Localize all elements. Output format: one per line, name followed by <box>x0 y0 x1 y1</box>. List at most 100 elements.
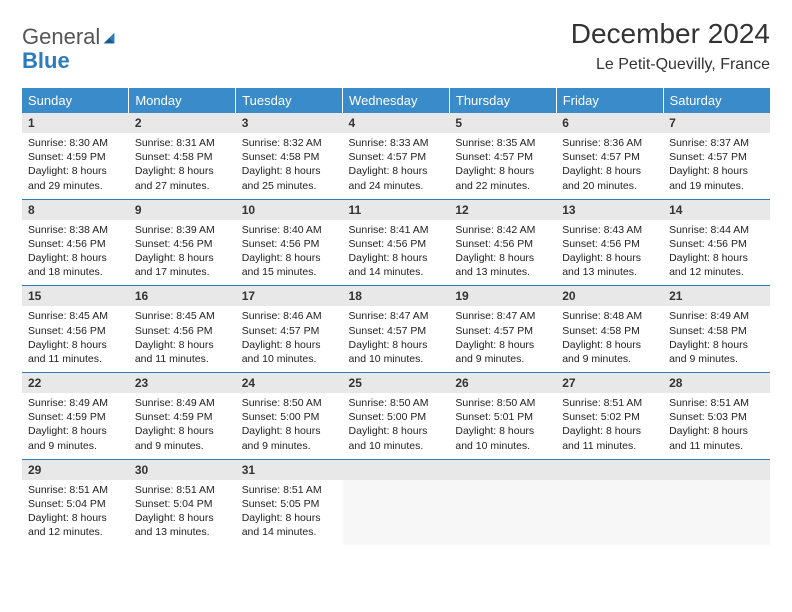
day-details: Sunrise: 8:36 AMSunset: 4:57 PMDaylight:… <box>556 133 663 199</box>
sunset-text: Sunset: 4:57 PM <box>349 324 444 338</box>
daylight-text: Daylight: 8 hours and 9 minutes. <box>28 424 123 452</box>
day-details: Sunrise: 8:44 AMSunset: 4:56 PMDaylight:… <box>663 220 770 286</box>
calendar-day-cell: 28Sunrise: 8:51 AMSunset: 5:03 PMDayligh… <box>663 373 770 460</box>
calendar-day-cell: 7Sunrise: 8:37 AMSunset: 4:57 PMDaylight… <box>663 113 770 199</box>
logo-sail-icon <box>101 26 119 52</box>
sunrise-text: Sunrise: 8:30 AM <box>28 136 123 150</box>
daylight-text: Daylight: 8 hours and 11 minutes. <box>135 338 230 366</box>
day-number: 23 <box>129 373 236 393</box>
sunset-text: Sunset: 4:57 PM <box>669 150 764 164</box>
day-number: 20 <box>556 286 663 306</box>
calendar-day-cell: 22Sunrise: 8:49 AMSunset: 4:59 PMDayligh… <box>22 373 129 460</box>
sunset-text: Sunset: 4:57 PM <box>349 150 444 164</box>
day-details: Sunrise: 8:50 AMSunset: 5:01 PMDaylight:… <box>449 393 556 459</box>
calendar-day-cell: 30Sunrise: 8:51 AMSunset: 5:04 PMDayligh… <box>129 459 236 545</box>
day-number: 31 <box>236 460 343 480</box>
day-number: 29 <box>22 460 129 480</box>
sunrise-text: Sunrise: 8:32 AM <box>242 136 337 150</box>
sunrise-text: Sunrise: 8:47 AM <box>455 309 550 323</box>
calendar-day-cell: 1Sunrise: 8:30 AMSunset: 4:59 PMDaylight… <box>22 113 129 199</box>
day-details: Sunrise: 8:51 AMSunset: 5:02 PMDaylight:… <box>556 393 663 459</box>
day-number: 21 <box>663 286 770 306</box>
sunset-text: Sunset: 4:57 PM <box>242 324 337 338</box>
day-header: Wednesday <box>343 88 450 113</box>
calendar-day-cell: 29Sunrise: 8:51 AMSunset: 5:04 PMDayligh… <box>22 459 129 545</box>
sunrise-text: Sunrise: 8:50 AM <box>349 396 444 410</box>
day-number: 12 <box>449 200 556 220</box>
day-number: 8 <box>22 200 129 220</box>
daylight-text: Daylight: 8 hours and 14 minutes. <box>242 511 337 539</box>
day-details: Sunrise: 8:32 AMSunset: 4:58 PMDaylight:… <box>236 133 343 199</box>
day-number: 5 <box>449 113 556 133</box>
daylight-text: Daylight: 8 hours and 13 minutes. <box>455 251 550 279</box>
sunset-text: Sunset: 4:56 PM <box>135 324 230 338</box>
calendar-body: 1Sunrise: 8:30 AMSunset: 4:59 PMDaylight… <box>22 113 770 545</box>
day-number: 11 <box>343 200 450 220</box>
day-number: 1 <box>22 113 129 133</box>
day-header: Sunday <box>22 88 129 113</box>
daylight-text: Daylight: 8 hours and 10 minutes. <box>349 424 444 452</box>
calendar-week-row: 15Sunrise: 8:45 AMSunset: 4:56 PMDayligh… <box>22 286 770 373</box>
sunset-text: Sunset: 5:03 PM <box>669 410 764 424</box>
calendar-day-cell: 16Sunrise: 8:45 AMSunset: 4:56 PMDayligh… <box>129 286 236 373</box>
calendar-day-cell: 13Sunrise: 8:43 AMSunset: 4:56 PMDayligh… <box>556 199 663 286</box>
day-header: Friday <box>556 88 663 113</box>
daylight-text: Daylight: 8 hours and 13 minutes. <box>135 511 230 539</box>
day-number: 27 <box>556 373 663 393</box>
day-details: Sunrise: 8:51 AMSunset: 5:04 PMDaylight:… <box>129 480 236 546</box>
day-number: 10 <box>236 200 343 220</box>
calendar-day-cell: 26Sunrise: 8:50 AMSunset: 5:01 PMDayligh… <box>449 373 556 460</box>
day-details: Sunrise: 8:41 AMSunset: 4:56 PMDaylight:… <box>343 220 450 286</box>
day-number: 19 <box>449 286 556 306</box>
daylight-text: Daylight: 8 hours and 11 minutes. <box>562 424 657 452</box>
sunset-text: Sunset: 4:59 PM <box>28 410 123 424</box>
sunset-text: Sunset: 5:05 PM <box>242 497 337 511</box>
day-details: Sunrise: 8:38 AMSunset: 4:56 PMDaylight:… <box>22 220 129 286</box>
daylight-text: Daylight: 8 hours and 10 minutes. <box>242 338 337 366</box>
day-number: 18 <box>343 286 450 306</box>
sunset-text: Sunset: 5:00 PM <box>242 410 337 424</box>
daylight-text: Daylight: 8 hours and 9 minutes. <box>669 338 764 366</box>
calendar-day-cell: 23Sunrise: 8:49 AMSunset: 4:59 PMDayligh… <box>129 373 236 460</box>
sunrise-text: Sunrise: 8:36 AM <box>562 136 657 150</box>
daylight-text: Daylight: 8 hours and 11 minutes. <box>28 338 123 366</box>
daylight-text: Daylight: 8 hours and 10 minutes. <box>349 338 444 366</box>
empty-day-header <box>343 460 450 480</box>
day-details: Sunrise: 8:33 AMSunset: 4:57 PMDaylight:… <box>343 133 450 199</box>
daylight-text: Daylight: 8 hours and 12 minutes. <box>669 251 764 279</box>
day-details: Sunrise: 8:31 AMSunset: 4:58 PMDaylight:… <box>129 133 236 199</box>
day-number: 24 <box>236 373 343 393</box>
empty-day-header <box>449 460 556 480</box>
day-number: 30 <box>129 460 236 480</box>
calendar-day-cell: 20Sunrise: 8:48 AMSunset: 4:58 PMDayligh… <box>556 286 663 373</box>
calendar-day-cell: 27Sunrise: 8:51 AMSunset: 5:02 PMDayligh… <box>556 373 663 460</box>
sunrise-text: Sunrise: 8:40 AM <box>242 223 337 237</box>
daylight-text: Daylight: 8 hours and 20 minutes. <box>562 164 657 192</box>
day-details: Sunrise: 8:48 AMSunset: 4:58 PMDaylight:… <box>556 306 663 372</box>
day-number: 16 <box>129 286 236 306</box>
day-details: Sunrise: 8:49 AMSunset: 4:59 PMDaylight:… <box>22 393 129 459</box>
day-number: 14 <box>663 200 770 220</box>
calendar-day-cell: 21Sunrise: 8:49 AMSunset: 4:58 PMDayligh… <box>663 286 770 373</box>
day-header: Thursday <box>449 88 556 113</box>
day-details: Sunrise: 8:37 AMSunset: 4:57 PMDaylight:… <box>663 133 770 199</box>
day-details: Sunrise: 8:51 AMSunset: 5:04 PMDaylight:… <box>22 480 129 546</box>
logo-text-general: General <box>22 24 100 50</box>
day-details: Sunrise: 8:45 AMSunset: 4:56 PMDaylight:… <box>129 306 236 372</box>
day-details: Sunrise: 8:50 AMSunset: 5:00 PMDaylight:… <box>343 393 450 459</box>
daylight-text: Daylight: 8 hours and 14 minutes. <box>349 251 444 279</box>
daylight-text: Daylight: 8 hours and 9 minutes. <box>135 424 230 452</box>
day-details: Sunrise: 8:39 AMSunset: 4:56 PMDaylight:… <box>129 220 236 286</box>
daylight-text: Daylight: 8 hours and 22 minutes. <box>455 164 550 192</box>
sunset-text: Sunset: 5:02 PM <box>562 410 657 424</box>
calendar-week-row: 8Sunrise: 8:38 AMSunset: 4:56 PMDaylight… <box>22 199 770 286</box>
calendar-day-cell: 5Sunrise: 8:35 AMSunset: 4:57 PMDaylight… <box>449 113 556 199</box>
sunrise-text: Sunrise: 8:49 AM <box>135 396 230 410</box>
day-header-row: SundayMondayTuesdayWednesdayThursdayFrid… <box>22 88 770 113</box>
calendar-week-row: 29Sunrise: 8:51 AMSunset: 5:04 PMDayligh… <box>22 459 770 545</box>
sunrise-text: Sunrise: 8:39 AM <box>135 223 230 237</box>
sunset-text: Sunset: 5:04 PM <box>28 497 123 511</box>
sunset-text: Sunset: 4:58 PM <box>669 324 764 338</box>
calendar-day-cell: 14Sunrise: 8:44 AMSunset: 4:56 PMDayligh… <box>663 199 770 286</box>
day-number: 2 <box>129 113 236 133</box>
